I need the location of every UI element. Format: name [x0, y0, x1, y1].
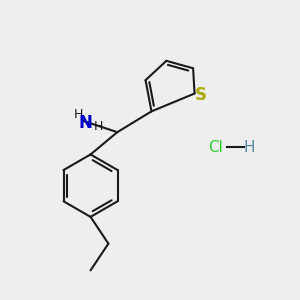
- Text: H: H: [74, 108, 83, 122]
- Text: H: H: [94, 120, 104, 133]
- Text: N: N: [78, 114, 92, 132]
- Text: Cl: Cl: [208, 140, 223, 154]
- Text: S: S: [195, 86, 207, 104]
- Text: H: H: [244, 140, 255, 154]
